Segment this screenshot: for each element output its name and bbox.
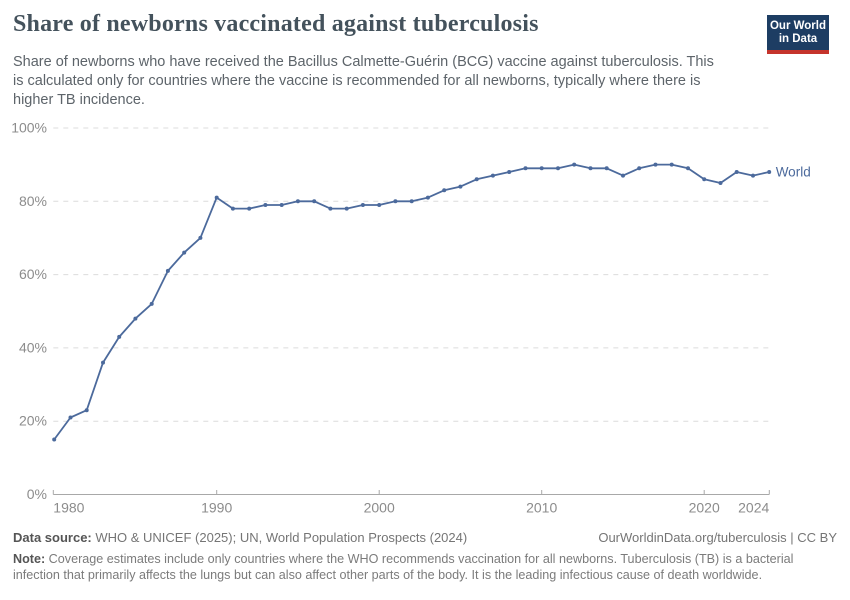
data-point-2000[interactable] — [377, 203, 382, 207]
data-point-1987[interactable] — [165, 268, 170, 273]
series-end-label-world[interactable]: World — [776, 164, 811, 179]
data-point-2005[interactable] — [458, 184, 463, 189]
data-point-1982[interactable] — [84, 408, 89, 413]
data-point-1990[interactable] — [214, 195, 219, 200]
data-point-1995[interactable] — [295, 199, 300, 204]
note-text: Coverage estimates include only countrie… — [13, 552, 794, 582]
x-tick-label-2024: 2024 — [738, 500, 769, 516]
data-point-1980[interactable] — [52, 437, 57, 442]
x-tick-label-2000: 2000 — [364, 500, 395, 516]
data-point-1985[interactable] — [133, 316, 138, 321]
owid-url-link[interactable]: OurWorldinData.org/tuberculosis | CC BY — [598, 530, 837, 545]
data-point-2010[interactable] — [539, 166, 544, 171]
chart-title: Share of newborns vaccinated against tub… — [13, 11, 539, 37]
data-point-2013[interactable] — [588, 166, 593, 171]
y-tick-label-40: 40% — [19, 339, 47, 355]
y-tick-label-100: 100% — [11, 120, 47, 136]
owid-logo-line1: Our World — [769, 20, 826, 32]
data-point-2024[interactable] — [767, 170, 772, 174]
data-point-1984[interactable] — [117, 334, 122, 339]
data-point-1997[interactable] — [328, 206, 333, 211]
data-point-1999[interactable] — [360, 203, 365, 207]
data-point-2020[interactable] — [702, 177, 707, 182]
y-tick-label-60: 60% — [19, 266, 47, 282]
data-point-1998[interactable] — [344, 206, 349, 211]
data-point-2022[interactable] — [734, 170, 739, 174]
data-point-1993[interactable] — [263, 203, 268, 207]
y-tick-label-0: 0% — [27, 486, 47, 502]
data-point-1983[interactable] — [101, 360, 105, 365]
data-point-1994[interactable] — [279, 203, 284, 207]
data-source-label: Data source: — [13, 530, 92, 545]
data-point-2004[interactable] — [442, 188, 447, 193]
y-tick-label-80: 80% — [19, 193, 47, 209]
data-point-2009[interactable] — [523, 166, 528, 171]
footer-source-row: Data source: WHO & UNICEF (2025); UN, Wo… — [13, 530, 837, 545]
owid-logo-line2: in Data — [778, 33, 818, 45]
data-point-2017[interactable] — [653, 162, 658, 167]
data-point-1989[interactable] — [198, 235, 203, 240]
data-point-1991[interactable] — [230, 206, 235, 211]
data-point-2008[interactable] — [507, 170, 512, 174]
data-point-2016[interactable] — [637, 166, 642, 171]
data-point-2019[interactable] — [686, 166, 690, 171]
data-point-1988[interactable] — [182, 250, 187, 255]
x-tick-label-2020: 2020 — [689, 500, 720, 516]
data-point-2018[interactable] — [669, 162, 674, 167]
data-point-2002[interactable] — [409, 199, 414, 204]
data-point-2011[interactable] — [556, 166, 560, 171]
data-point-2021[interactable] — [718, 181, 723, 185]
chart-subtitle: Share of newborns who have received the … — [13, 54, 714, 108]
data-point-2023[interactable] — [751, 173, 755, 178]
data-point-2007[interactable] — [490, 173, 495, 178]
data-point-2001[interactable] — [393, 199, 398, 204]
x-tick-label-2010: 2010 — [526, 500, 557, 516]
x-tick-label-1990: 1990 — [201, 500, 232, 516]
data-point-2014[interactable] — [604, 166, 609, 171]
footer-note: Note: Coverage estimates include only co… — [13, 552, 837, 583]
note-label: Note: — [13, 552, 46, 566]
owid-logo[interactable]: Our World in Data — [767, 15, 829, 54]
data-point-1981[interactable] — [68, 415, 73, 420]
data-point-2012[interactable] — [572, 162, 577, 167]
data-point-2003[interactable] — [425, 195, 430, 200]
data-point-1992[interactable] — [247, 206, 252, 211]
data-point-2015[interactable] — [621, 173, 625, 178]
data-source-text: WHO & UNICEF (2025); UN, World Populatio… — [91, 530, 468, 545]
y-tick-label-20: 20% — [19, 413, 47, 429]
series-line-world[interactable] — [53, 163, 771, 441]
x-tick-label-1980: 1980 — [53, 500, 84, 516]
data-point-2006[interactable] — [474, 177, 479, 182]
data-point-1986[interactable] — [149, 301, 154, 306]
data-point-1996[interactable] — [312, 199, 317, 204]
